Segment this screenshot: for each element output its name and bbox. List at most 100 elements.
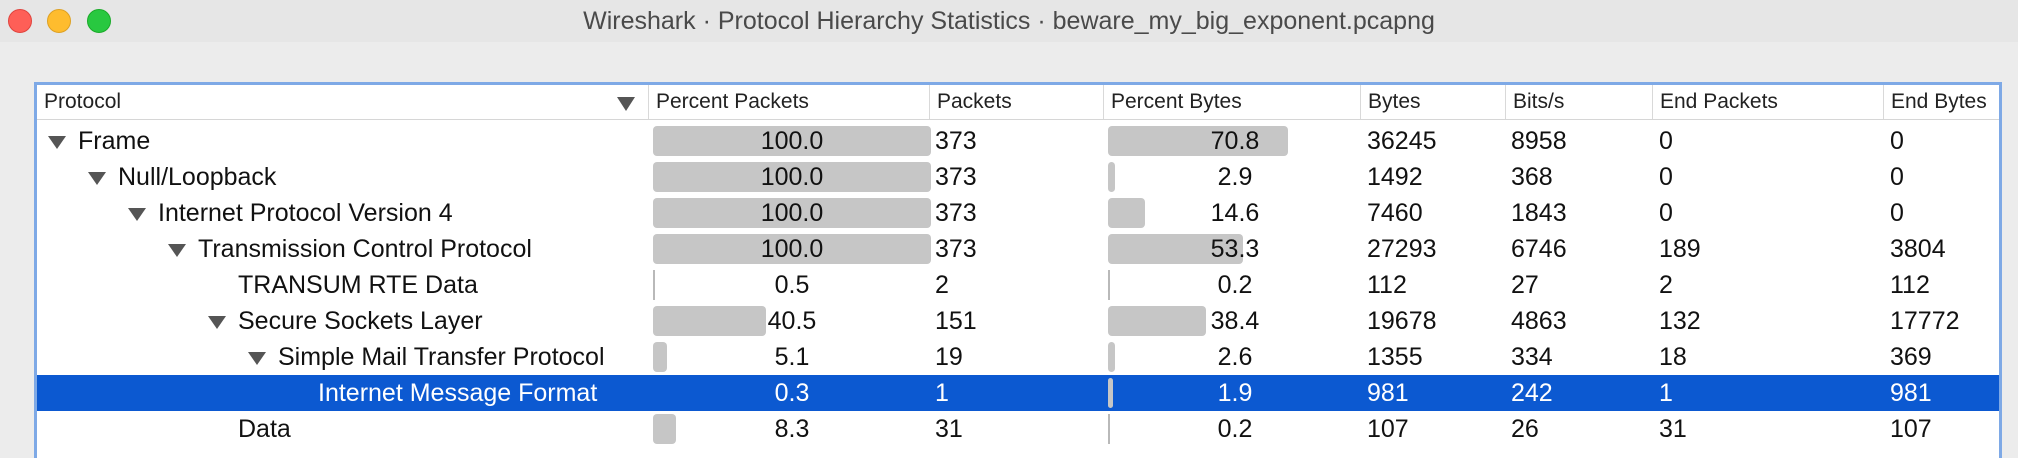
protocol-name: Data: [238, 415, 291, 443]
percent-packets-bar: [653, 198, 931, 228]
bytes-value: 1492: [1367, 163, 1423, 191]
bits-per-second-value: 4863: [1511, 307, 1567, 335]
column-header-end-bytes[interactable]: End Bytes: [1891, 90, 1987, 113]
window-title: Wireshark · Protocol Hierarchy Statistic…: [583, 7, 1435, 35]
sort-descending-icon: [617, 97, 635, 111]
packets-value: 1: [935, 379, 949, 407]
percent-packets-value: 8.3: [774, 415, 810, 443]
packets-value: 373: [935, 199, 977, 227]
percent-bytes-bar: [1108, 126, 1288, 156]
protocol-name: Transmission Control Protocol: [198, 235, 532, 263]
percent-bytes-bar: [1108, 234, 1243, 264]
table-header: Protocol Percent Packets Packets Percent…: [37, 85, 1999, 120]
percent-bytes-bar: [1108, 198, 1145, 228]
table-row[interactable]: Internet Protocol Version 4 100.0 373 14.6 7…: [37, 195, 1999, 231]
percent-packets-value: 100.0: [760, 163, 824, 191]
percent-packets-bar: [653, 234, 931, 264]
bits-per-second-value: 334: [1511, 343, 1553, 371]
protocol-name: Internet Message Format: [318, 379, 598, 407]
end-packets-value: 0: [1659, 163, 1673, 191]
bytes-value: 112: [1367, 271, 1407, 299]
table-row[interactable]: TRANSUM RTE Data 0.5 2 0.2 112 27 2 112: [37, 267, 1999, 303]
column-header-bits-per-second[interactable]: Bits/s: [1506, 85, 1653, 119]
end-packets-value: 0: [1659, 127, 1673, 155]
column-header-percent-bytes[interactable]: Percent Bytes: [1104, 85, 1361, 119]
disclosure-triangle-icon[interactable]: [48, 136, 66, 149]
percent-bytes-value: 2.9: [1217, 163, 1253, 191]
protocol-name: Internet Protocol Version 4: [158, 199, 453, 227]
percent-bytes-bar: [1108, 306, 1206, 336]
packets-value: 373: [935, 163, 977, 191]
disclosure-triangle-icon[interactable]: [248, 352, 266, 365]
percent-packets-value: 100.0: [760, 127, 824, 155]
percent-packets-value: 40.5: [767, 307, 817, 335]
column-header-protocol[interactable]: Protocol: [37, 85, 649, 119]
percent-packets-value: 0.3: [774, 379, 810, 407]
percent-bytes-value: 2.6: [1217, 343, 1253, 371]
end-bytes-value: 107: [1890, 415, 1932, 443]
percent-packets-value: 0.5: [774, 271, 810, 299]
title-bar: Wireshark · Protocol Hierarchy Statistic…: [0, 0, 2018, 42]
packets-value: 31: [935, 415, 963, 443]
bits-per-second-value: 26: [1511, 415, 1539, 443]
end-bytes-value: 0: [1890, 163, 1904, 191]
bytes-value: 27293: [1367, 235, 1437, 263]
end-packets-value: 189: [1659, 235, 1701, 263]
minimize-window-button[interactable]: [47, 9, 71, 33]
close-window-button[interactable]: [8, 9, 32, 33]
table-row[interactable]: Data 8.3 31 0.2 107 26 31 107: [37, 411, 1999, 447]
zoom-window-button[interactable]: [87, 9, 111, 33]
table-row[interactable]: Null/Loopback 100.0 373 2.9 1492 368 0 0: [37, 159, 1999, 195]
packets-value: 2: [935, 271, 949, 299]
end-packets-value: 2: [1659, 271, 1673, 299]
column-header-packets[interactable]: Packets: [930, 85, 1104, 119]
percent-bytes-value: 1.9: [1217, 379, 1253, 407]
column-header-percent-packets[interactable]: Percent Packets: [649, 85, 930, 119]
end-bytes-value: 0: [1890, 127, 1904, 155]
column-header-end-packets[interactable]: End Packets: [1653, 85, 1884, 119]
percent-bytes-value: 0.2: [1217, 415, 1253, 443]
percent-bytes-bar: [1108, 270, 1110, 300]
table-row[interactable]: Transmission Control Protocol 100.0 373 53.…: [37, 231, 1999, 267]
percent-bytes-value: 53.3: [1210, 235, 1260, 263]
column-header-bytes[interactable]: Bytes: [1361, 85, 1506, 119]
end-bytes-value: 17772: [1890, 307, 1960, 335]
percent-bytes-value: 38.4: [1210, 307, 1260, 335]
percent-packets-bar: [653, 414, 676, 444]
bits-per-second-value: 368: [1511, 163, 1553, 191]
bits-per-second-value: 1843: [1511, 199, 1567, 227]
protocol-name: Simple Mail Transfer Protocol: [278, 343, 605, 371]
disclosure-triangle-icon[interactable]: [128, 208, 146, 221]
percent-packets-value: 5.1: [774, 343, 810, 371]
disclosure-triangle-icon[interactable]: [168, 244, 186, 257]
percent-bytes-value: 0.2: [1217, 271, 1253, 299]
end-packets-value: 31: [1659, 415, 1687, 443]
protocol-hierarchy-table[interactable]: Protocol Percent Packets Packets Percent…: [34, 82, 2002, 458]
table-row[interactable]: Internet Message Format 0.3 1 1.9 981 242 1 981: [37, 375, 1999, 411]
percent-packets-bar: [653, 162, 931, 192]
disclosure-triangle-icon[interactable]: [88, 172, 106, 185]
column-header-label: Protocol: [44, 90, 122, 113]
bytes-value: 981: [1367, 379, 1409, 407]
percent-packets-bar: [653, 306, 766, 336]
bits-per-second-value: 27: [1511, 271, 1539, 299]
end-bytes-value: 0: [1890, 199, 1904, 227]
bytes-value: 107: [1367, 415, 1409, 443]
packets-value: 373: [935, 127, 977, 155]
percent-bytes-bar: [1108, 162, 1115, 192]
end-packets-value: 132: [1659, 307, 1701, 335]
end-packets-value: 1: [1659, 379, 1673, 407]
percent-packets-bar: [653, 126, 931, 156]
protocol-name: Secure Sockets Layer: [238, 307, 483, 335]
disclosure-triangle-icon[interactable]: [208, 316, 226, 329]
table-row[interactable]: Frame 100.0 373 70.8 36245 8958 0 0: [37, 123, 1999, 159]
bytes-value: 36245: [1367, 127, 1437, 155]
table-row[interactable]: Simple Mail Transfer Protocol 5.1 19 2.6 135…: [37, 339, 1999, 375]
table-row[interactable]: Secure Sockets Layer 40.5 151 38.4 19678 4863…: [37, 303, 1999, 339]
percent-packets-bar: [653, 270, 655, 300]
percent-packets-bar: [653, 342, 667, 372]
bits-per-second-value: 8958: [1511, 127, 1567, 155]
bits-per-second-value: 6746: [1511, 235, 1567, 263]
end-bytes-value: 112: [1890, 271, 1930, 299]
bytes-value: 7460: [1367, 199, 1423, 227]
